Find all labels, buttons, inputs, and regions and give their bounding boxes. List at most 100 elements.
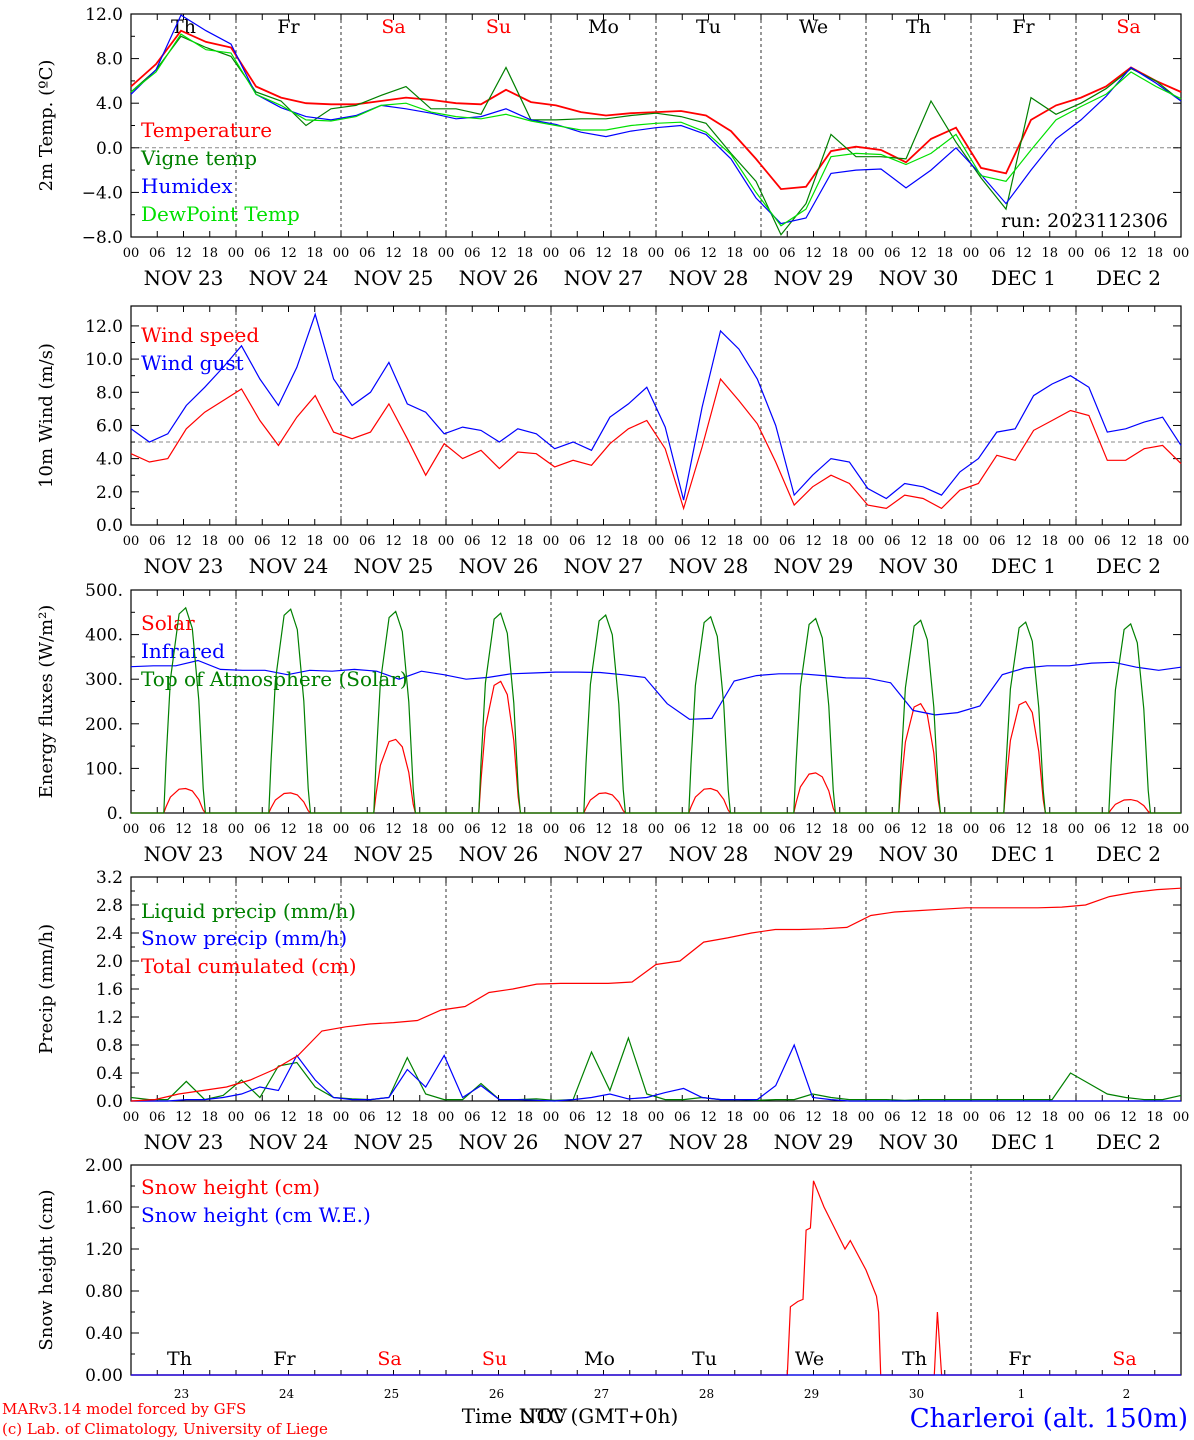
hour-tick-label: 06 [674,246,691,261]
series-humidex [130,14,1182,225]
hour-tick-label: 00 [963,822,980,837]
panel-4: 3.2 2.8 2.4 2.0 1.6 1.2 0.8 0.4 0.0 Precip (mm/h)… [36,868,1189,1154]
date-label: NOV 27 [564,266,644,290]
hour-tick-label: 18 [831,1110,848,1125]
date-label: NOV 28 [669,266,749,290]
hour-tick-label: 06 [884,246,901,261]
hour-tick-label: 18 [621,822,638,837]
hour-tick-label: 18 [1146,246,1163,261]
hour-tick-label: 00 [228,534,245,549]
hour-tick-label: 12 [910,246,927,261]
hour-tick-label: 06 [464,822,481,837]
y-tick-label: 0.0 [96,139,123,159]
date-label: NOV 25 [354,842,434,866]
hour-tick-label: 00 [543,822,560,837]
y-tick-label: 12.0 [85,5,123,25]
hour-tick-label: 06 [254,246,271,261]
legend-label: Snow precip (mm/h) [141,926,347,950]
legend-label: Humidex [141,174,233,198]
legend-label: Temperature [141,118,272,142]
y-tick-label: 10.0 [85,350,123,370]
hour-tick-label: 12 [175,1110,192,1125]
hour-tick-label: 18 [201,246,218,261]
hour-tick-label: 00 [333,1110,350,1125]
hour-tick-label: 12 [595,822,612,837]
date-label: NOV 23 [144,554,224,578]
day-number-label: 2 [1123,1387,1131,1401]
hour-tick-label: 00 [333,822,350,837]
hour-tick-label: 12 [595,246,612,261]
hour-tick-label: 12 [910,1110,927,1125]
series-snow-precip-mm-h [131,1043,1181,1102]
series-liquid-precip-mm-h [130,1036,1182,1101]
hour-tick-label: 06 [359,822,376,837]
weekday-label: Fr [277,16,300,38]
hour-tick-label: 18 [516,534,533,549]
y-axis-label: 10m Wind (m/s) [36,343,57,488]
hour-tick-label: 00 [1068,534,1085,549]
hour-tick-label: 12 [1015,1110,1032,1125]
y-tick-label: 100. [85,759,123,779]
day-number-label: 23 [174,1387,189,1401]
y-tick-label: 4.0 [96,450,123,470]
date-label: NOV 27 [564,1130,644,1154]
hour-tick-label: 18 [306,534,323,549]
hour-tick-label: 06 [674,1110,691,1125]
hour-tick-label: 06 [884,534,901,549]
weekday-label: Su [486,16,511,38]
day-number-label: 28 [699,1387,714,1401]
weekday-label: Tu [696,16,721,38]
date-label: NOV 29 [774,266,854,290]
hour-tick-label: 06 [674,822,691,837]
hour-tick-label: 00 [543,246,560,261]
hour-tick-label: 12 [1120,534,1137,549]
hour-tick-label: 18 [936,534,953,549]
date-label: NOV 30 [879,266,959,290]
date-label: NOV 29 [774,842,854,866]
hour-tick-label: 18 [726,1110,743,1125]
hour-tick-label: 12 [175,534,192,549]
y-tick-label: 200. [85,715,123,735]
date-label: DEC 1 [991,1130,1056,1154]
hour-tick-label: 12 [1015,534,1032,549]
hour-tick-label: 06 [569,246,586,261]
legend-label: Liquid precip (mm/h) [141,899,356,923]
y-tick-label: 0. [107,804,123,824]
weekday-label: We [795,1348,824,1370]
day-number-label: 26 [489,1387,504,1401]
y-tick-label: 6.0 [96,416,123,436]
hour-tick-label: 06 [884,822,901,837]
hour-tick-label: 06 [674,534,691,549]
hour-tick-label: 00 [963,534,980,549]
panel-2: 12.0 10.0 8.0 6.0 4.0 2.0 0.0 10m Wind (m/s) 00 0… [36,305,1189,578]
y-tick-label: 0.00 [85,1366,123,1386]
hour-tick-label: 12 [175,822,192,837]
y-tick-label: −4.0 [82,183,123,203]
hour-tick-label: 18 [1041,1110,1058,1125]
date-label: DEC 2 [1096,266,1161,290]
hour-tick-label: 06 [254,534,271,549]
hour-tick-label: 00 [648,822,665,837]
hour-tick-label: 12 [1120,822,1137,837]
weekday-label: Tu [692,1348,717,1370]
x-axis-label-overlap: NOV [519,1404,568,1428]
hour-tick-label: 06 [1094,822,1111,837]
y-tick-label: 1.20 [85,1240,123,1260]
hour-tick-label: 06 [569,534,586,549]
hour-tick-label: 18 [726,246,743,261]
hour-tick-label: 12 [490,534,507,549]
hour-tick-label: 12 [280,822,297,837]
hour-tick-label: 00 [753,246,770,261]
hour-tick-label: 18 [411,822,428,837]
legend-label: Vigne temp [140,146,257,170]
hour-tick-label: 00 [543,1110,560,1125]
legend-label: Top of Atmosphere (Solar) [141,667,408,691]
station-label: Charleroi (alt. 150m) [910,1404,1188,1434]
hour-tick-label: 12 [595,534,612,549]
series-wind-gust [130,312,1182,501]
date-label: NOV 23 [144,1130,224,1154]
y-tick-label: −8.0 [82,228,123,248]
hour-tick-label: 18 [726,822,743,837]
legend-label: Infrared [141,639,225,663]
hour-tick-label: 12 [595,1110,612,1125]
